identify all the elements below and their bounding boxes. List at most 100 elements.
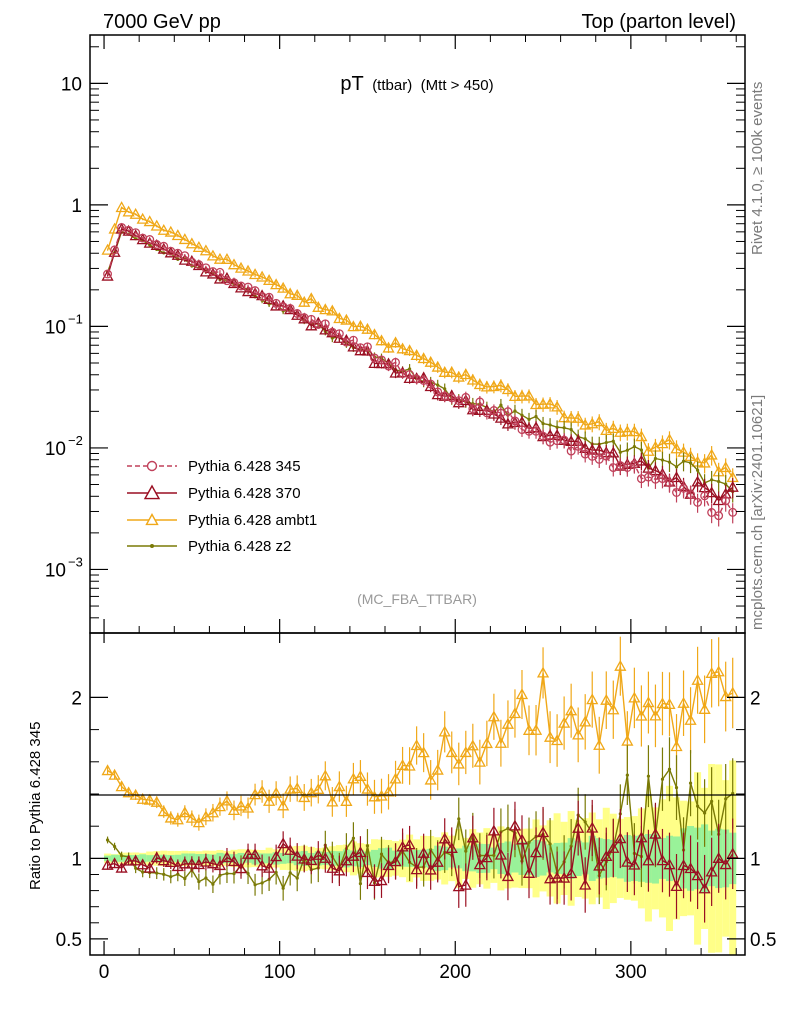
data-point-z2	[653, 456, 658, 461]
header-right: Top (parton level)	[581, 11, 736, 33]
ratio-point-z2	[351, 836, 356, 840]
title-cut: (Mtt > 450)	[421, 77, 494, 94]
ratio-point-ambt1	[361, 782, 374, 794]
data-point-s345	[229, 278, 239, 288]
x-tick-label: 100	[264, 962, 296, 983]
ratio-point-z2	[232, 872, 236, 876]
ratio-point-z2	[141, 870, 145, 874]
ratio-point-z2	[583, 820, 587, 824]
data-point-s345	[426, 379, 436, 389]
ratio-point-z2	[379, 852, 384, 856]
data-point-s370	[705, 486, 718, 498]
data-point-s370	[284, 303, 297, 315]
ratio-point-s370	[452, 880, 465, 892]
header-left: 7000 GeV pp	[103, 11, 221, 33]
ratio-point-s370	[670, 880, 683, 892]
ratio-point-s370	[417, 846, 430, 858]
data-point-s345	[250, 286, 260, 296]
legend-label-s345: Pythia 6.428 345	[188, 458, 301, 475]
ratio-point-ambt1	[101, 764, 114, 776]
data-point-ambt1	[178, 233, 191, 245]
data-point-s345	[243, 282, 253, 292]
y-tick-exponent: −3	[68, 554, 83, 569]
analysis-tag: (MC_FBA_TTBAR)	[357, 591, 477, 607]
data-point-s345	[721, 496, 731, 506]
data-point-z2	[667, 460, 672, 464]
data-point-ambt1	[705, 448, 718, 460]
ratio-point-ambt1	[115, 780, 128, 792]
title-sub: (ttbar)	[372, 77, 412, 94]
ratio-y-tick-label-right: 1	[750, 849, 761, 870]
ratio-point-ambt1	[354, 769, 367, 781]
ratio-point-ambt1	[621, 734, 634, 746]
ratio-point-z2	[625, 773, 629, 777]
data-point-ambt1	[361, 322, 374, 334]
x-tick-label: 300	[615, 962, 647, 983]
data-point-ambt1	[255, 270, 269, 282]
ratio-point-ambt1	[150, 795, 163, 807]
legend-label-ambt1: Pythia 6.428 ambt1	[188, 512, 317, 529]
data-point-s345	[679, 483, 688, 493]
ratio-point-ambt1	[508, 707, 522, 719]
data-point-ambt1	[508, 390, 522, 402]
plot-title: pT (ttbar) (Mtt > 450)	[340, 73, 493, 95]
ratio-point-s370	[515, 833, 529, 845]
data-point-s345	[110, 245, 120, 255]
ratio-point-ambt1	[487, 710, 500, 722]
data-point-s370	[691, 475, 704, 487]
y-tick-exponent: −1	[68, 311, 83, 326]
ratio-point-ambt1	[382, 785, 395, 797]
ratio-point-s370	[543, 872, 557, 884]
ratio-point-ambt1	[396, 759, 409, 771]
ratio-point-ambt1	[635, 709, 648, 721]
ratio-point-ambt1	[677, 696, 690, 708]
ratio-point-z2	[569, 844, 573, 848]
data-point-z2	[499, 403, 503, 407]
ratio-point-s370	[326, 861, 339, 873]
ratio-point-ambt1	[607, 703, 620, 715]
data-point-s345	[391, 357, 400, 367]
ratio-point-ambt1	[593, 738, 606, 750]
data-point-ambt1	[663, 433, 676, 445]
ratio-point-z2	[105, 838, 110, 842]
ratio-point-s370	[726, 847, 739, 859]
series-line-z2	[106, 230, 734, 492]
ratio-point-ambt1	[565, 704, 578, 716]
ratio-point-ambt1	[164, 811, 177, 823]
data-point-ambt1	[143, 215, 156, 227]
data-point-z2	[681, 459, 686, 463]
ratio-point-s370	[319, 851, 332, 863]
ratio-point-s370	[234, 862, 248, 874]
ratio-point-s370	[291, 849, 304, 861]
ratio-point-ambt1	[670, 740, 683, 752]
data-point-ambt1	[410, 349, 423, 361]
data-point-ambt1	[347, 320, 360, 332]
ratio-point-z2	[155, 871, 159, 875]
ratio-series	[101, 636, 739, 923]
side-label-mcplots: mcplots.cern.ch [arXiv:2401.10621]	[749, 395, 766, 630]
ratio-point-z2	[120, 854, 124, 858]
data-point-ambt1	[270, 278, 283, 290]
ratio-point-s370	[375, 874, 388, 886]
ratio-point-z2	[724, 797, 728, 801]
y-tick-label: 10	[61, 74, 82, 95]
data-point-s345	[468, 404, 478, 414]
data-point-ambt1	[403, 344, 416, 356]
data-point-z2	[407, 367, 412, 371]
data-point-s345	[686, 490, 696, 499]
data-point-s370	[635, 454, 648, 466]
data-point-s370	[431, 388, 444, 400]
ratio-point-ambt1	[340, 794, 353, 806]
data-point-ambt1	[171, 229, 184, 241]
ratio-point-z2	[457, 817, 461, 821]
data-point-s345	[475, 397, 485, 407]
data-point-ambt1	[614, 425, 627, 437]
ratio-point-ambt1	[410, 739, 423, 751]
data-point-s370	[319, 323, 332, 335]
data-point-ambt1	[157, 223, 170, 235]
ratio-point-z2	[527, 840, 531, 845]
ratio-point-s370	[312, 848, 325, 860]
data-point-s345	[131, 228, 141, 238]
ratio-point-z2	[197, 880, 201, 884]
